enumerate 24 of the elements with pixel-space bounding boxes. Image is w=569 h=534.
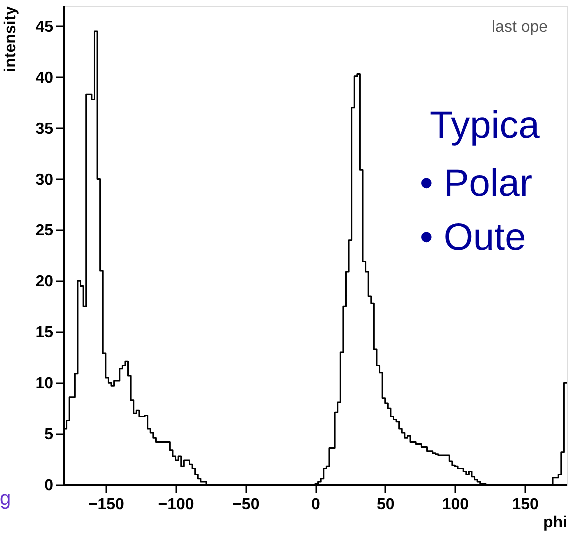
x-tick-label: 0 [312, 496, 321, 514]
text: g [0, 488, 12, 510]
x-tick-label: 100 [442, 496, 470, 514]
annotation: • Oute [420, 217, 526, 259]
x-tick-label: 150 [512, 496, 540, 514]
x-tick-label: 50 [376, 496, 395, 514]
x-tick-label: −100 [158, 496, 194, 514]
y-tick-label: 40 [36, 70, 54, 87]
annotation: Typica [430, 105, 541, 147]
y-tick-label: 15 [36, 324, 54, 342]
annotation: • Polar [420, 163, 533, 205]
y-tick-label: 45 [36, 18, 54, 36]
x-tick-label: −50 [232, 496, 260, 514]
y-tick-label: 20 [36, 274, 54, 291]
y-tick-label: 35 [36, 120, 54, 138]
y-tick-label: 0 [44, 478, 54, 494]
x-axis-title: phi [544, 514, 568, 532]
y-tick-label: 25 [36, 222, 54, 240]
y-tick-label: 30 [36, 172, 54, 189]
y-axis-title: intensity [2, 6, 20, 72]
x-tick-label: −150 [88, 496, 125, 514]
y-tick-label: 10 [36, 376, 54, 393]
y-tick-label: 5 [44, 426, 54, 444]
annotation: last ope [492, 19, 548, 36]
